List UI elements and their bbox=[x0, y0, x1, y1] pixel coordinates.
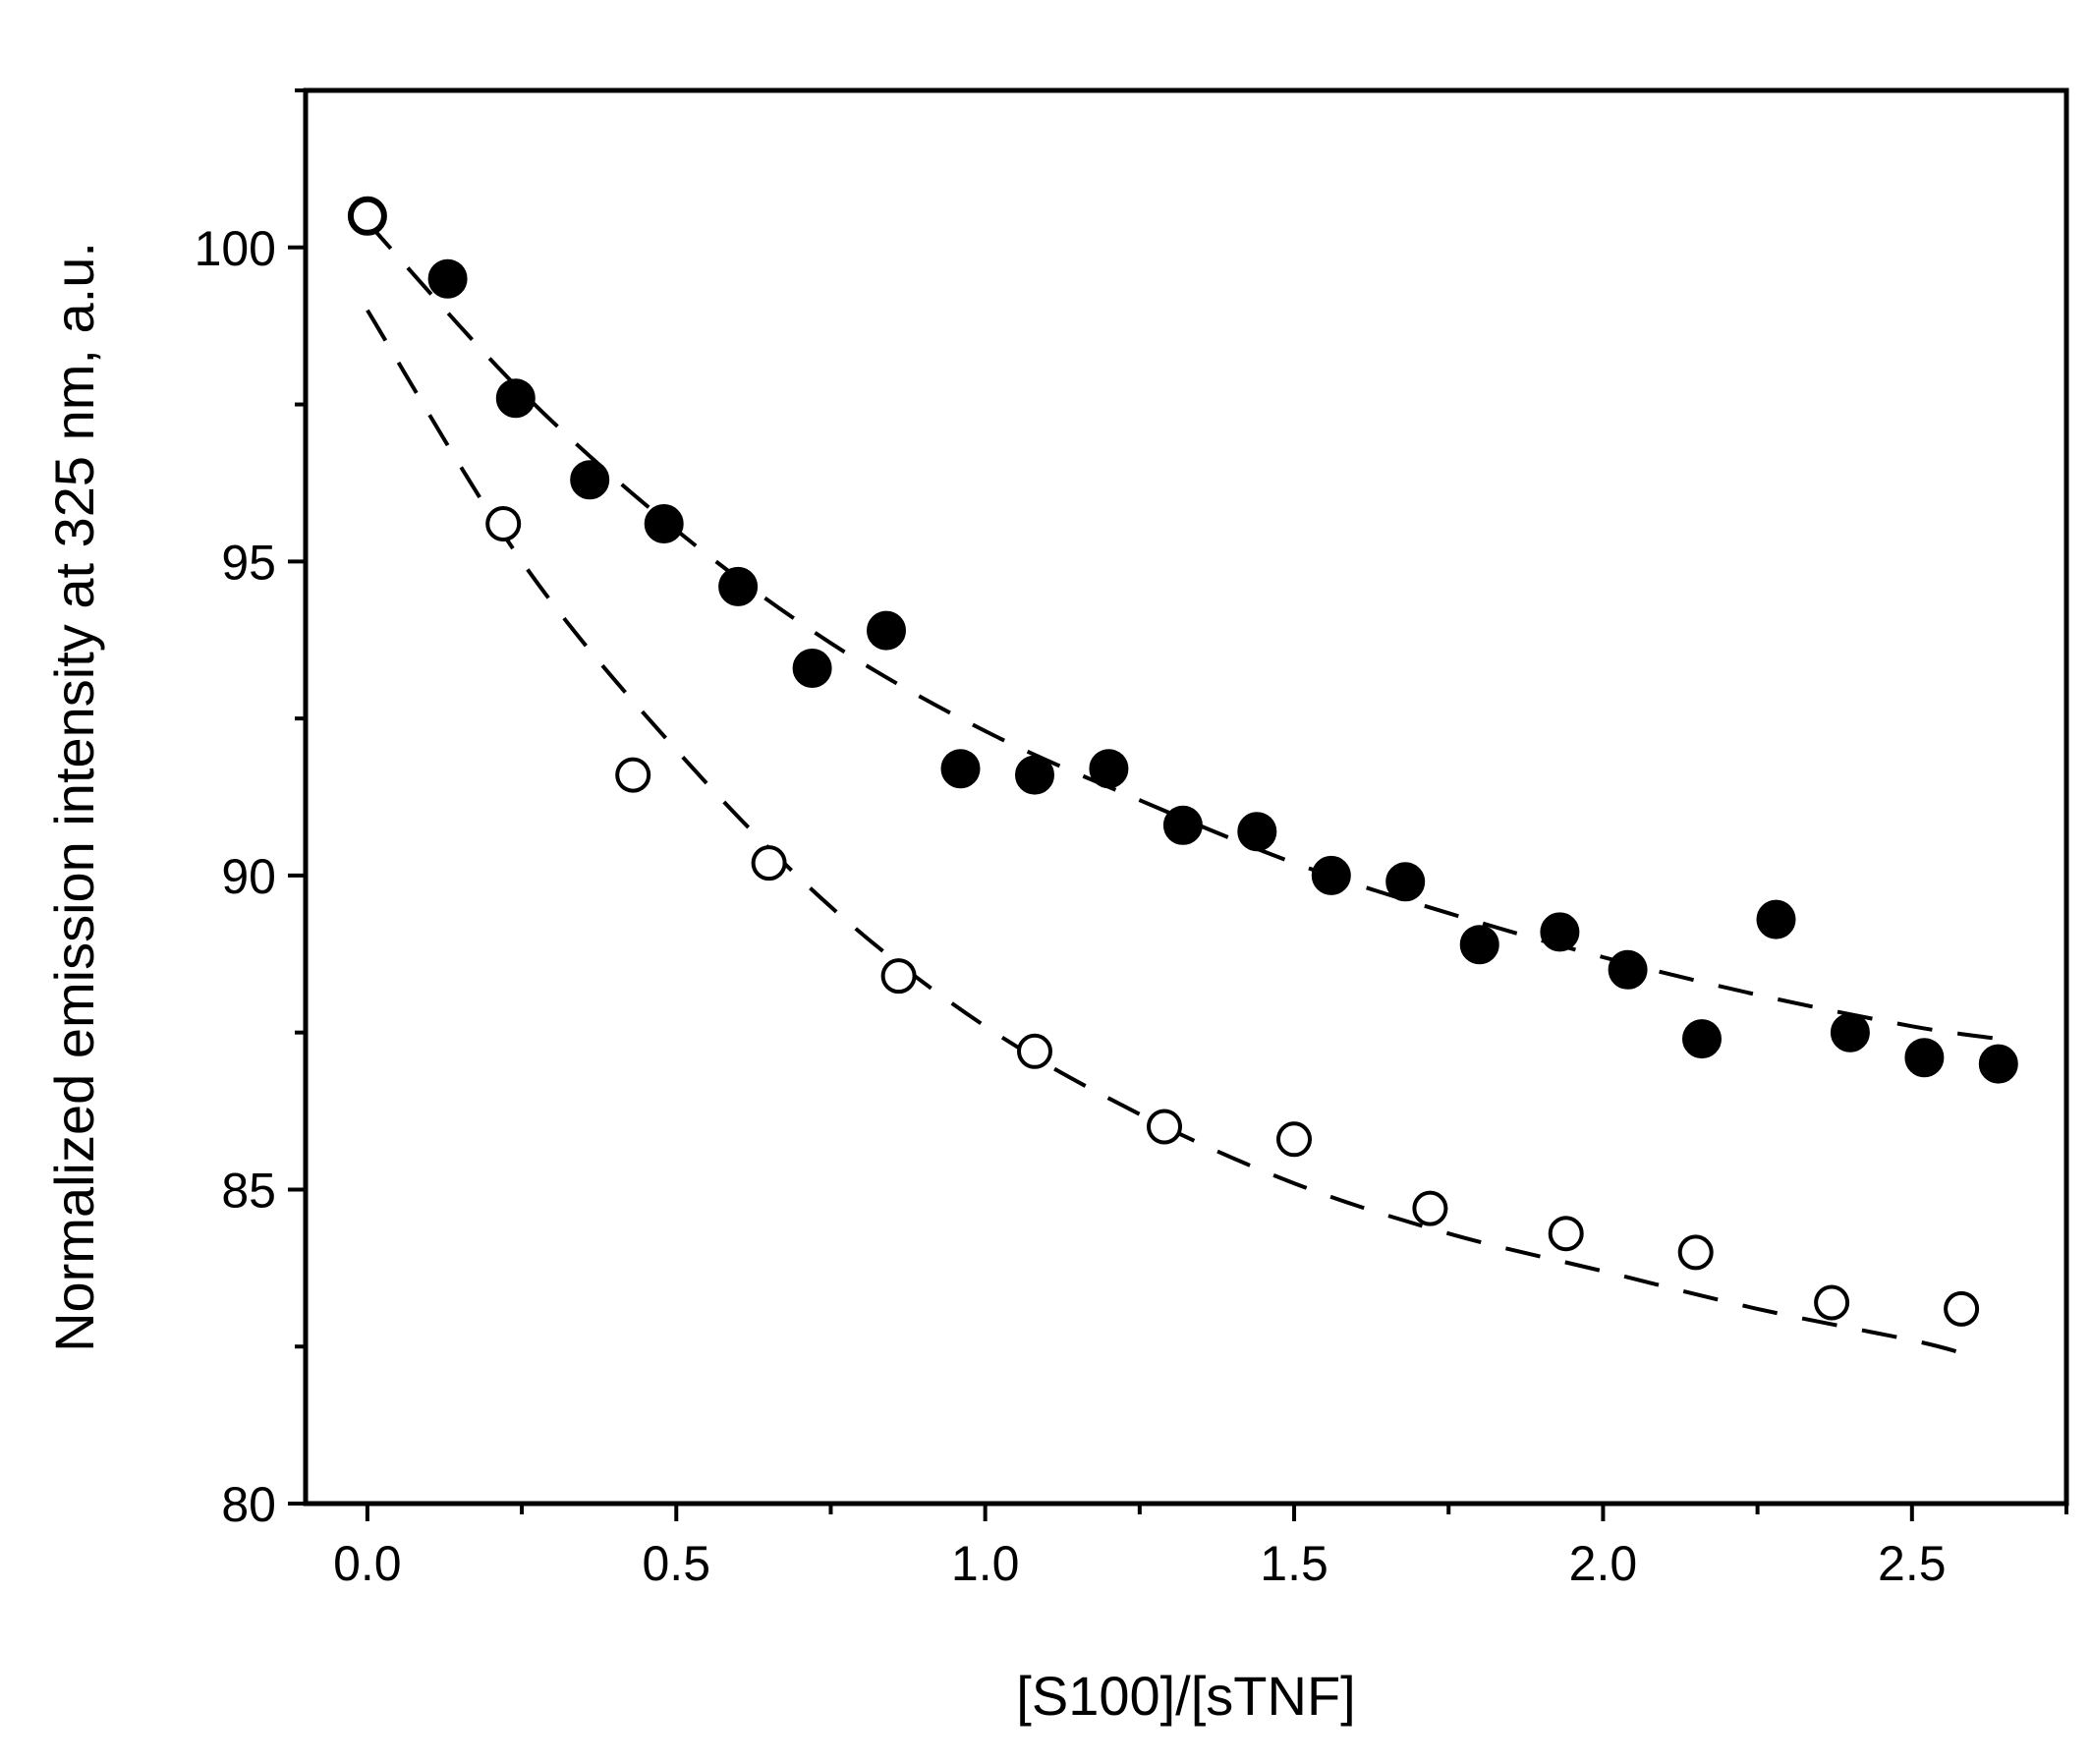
filled-point bbox=[1162, 805, 1203, 845]
filled-point bbox=[1459, 925, 1499, 965]
filled-point bbox=[427, 258, 468, 299]
filled-point bbox=[792, 649, 832, 688]
open-point bbox=[485, 506, 522, 541]
filled-point bbox=[1978, 1044, 2018, 1084]
filled-point bbox=[570, 460, 610, 500]
open-point bbox=[1944, 1290, 1980, 1327]
open-point bbox=[1276, 1121, 1312, 1158]
y-tick-label: 85 bbox=[221, 1163, 276, 1218]
x-tick-label: 0.5 bbox=[643, 1536, 711, 1591]
filled-point bbox=[1756, 899, 1796, 939]
filled-point bbox=[1830, 1012, 1870, 1053]
filled-point bbox=[867, 610, 906, 651]
filled-fit-line bbox=[366, 220, 2000, 1042]
x-axis-ticks: 0.0 0.5 1.0 1.5 2.0 2.5 bbox=[333, 1504, 2068, 1591]
filled-point bbox=[1089, 749, 1129, 789]
x-tick-label: 0.0 bbox=[333, 1536, 402, 1591]
open-point bbox=[1677, 1234, 1714, 1271]
y-tick-label: 100 bbox=[195, 221, 276, 276]
filled-point bbox=[1015, 755, 1054, 795]
filled-point bbox=[644, 504, 684, 543]
filled-point bbox=[940, 749, 981, 789]
x-tick-label: 1.0 bbox=[951, 1536, 1020, 1591]
x-axis-title: [S100]/[sTNF] bbox=[1016, 1665, 1355, 1727]
filled-point bbox=[718, 566, 759, 606]
y-tick-label: 95 bbox=[221, 535, 276, 590]
open-point bbox=[1548, 1216, 1584, 1252]
open-point bbox=[751, 845, 787, 882]
filled-point bbox=[1540, 912, 1580, 952]
y-axis-title: Normalized emission intensity at 325 nm,… bbox=[43, 242, 105, 1352]
open-point bbox=[1412, 1190, 1448, 1226]
x-tick-label: 2.0 bbox=[1569, 1536, 1638, 1591]
open-point bbox=[880, 958, 917, 995]
open-point bbox=[1017, 1033, 1052, 1069]
y-axis-ticks: 80 85 90 95 100 bbox=[195, 88, 306, 1532]
y-tick-label: 90 bbox=[221, 849, 276, 904]
filled-point bbox=[1682, 1019, 1722, 1059]
fit-lines bbox=[366, 220, 2000, 1355]
x-tick-label: 2.5 bbox=[1878, 1536, 1947, 1591]
filled-point bbox=[1311, 855, 1351, 895]
plot-frame bbox=[303, 87, 2069, 1507]
open-point bbox=[1814, 1284, 1850, 1321]
filled-point bbox=[1904, 1038, 1945, 1078]
filled-point bbox=[1608, 949, 1648, 990]
data-points bbox=[347, 196, 2018, 1327]
filled-point bbox=[1385, 862, 1426, 902]
filled-point bbox=[1237, 812, 1277, 852]
x-tick-label: 1.5 bbox=[1260, 1536, 1328, 1591]
open-point bbox=[1147, 1109, 1182, 1145]
y-tick-label: 80 bbox=[221, 1477, 276, 1532]
filled-point bbox=[495, 378, 536, 419]
open-point bbox=[349, 198, 385, 234]
open-point bbox=[615, 757, 651, 793]
